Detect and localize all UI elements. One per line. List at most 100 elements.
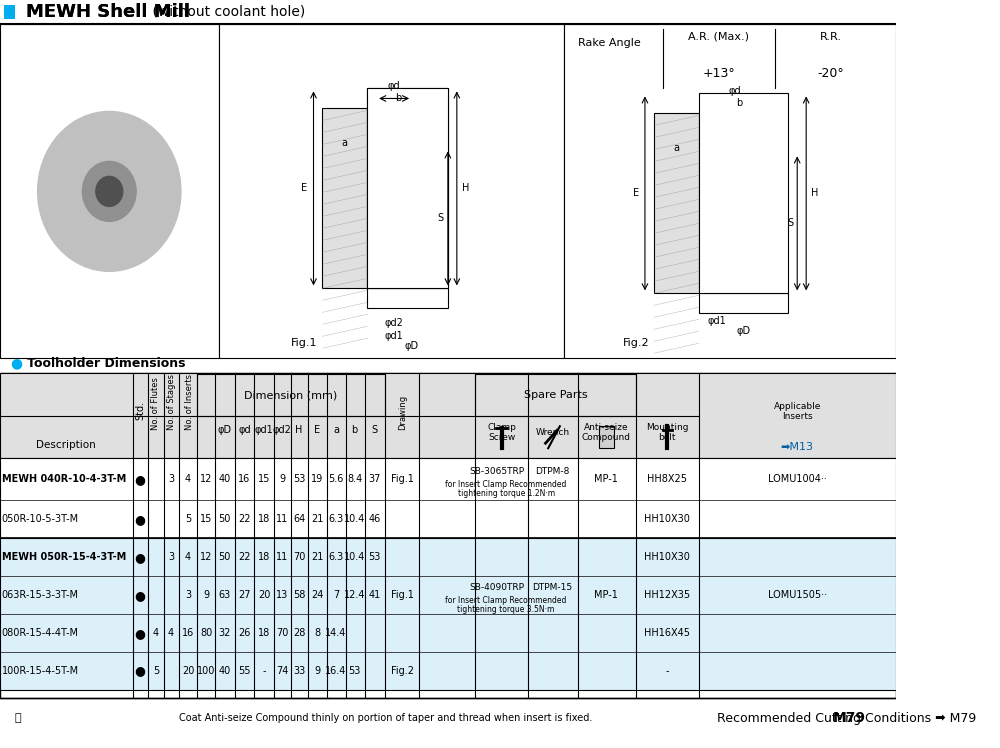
Text: No. of Flutes: No. of Flutes bbox=[151, 377, 160, 430]
Text: Fig.1: Fig.1 bbox=[391, 474, 414, 484]
Text: Toolholder Dimensions: Toolholder Dimensions bbox=[27, 357, 185, 370]
Text: DTPM-8: DTPM-8 bbox=[535, 467, 570, 476]
Text: M79: M79 bbox=[833, 711, 866, 725]
Text: 18: 18 bbox=[258, 628, 270, 638]
Text: a: a bbox=[333, 425, 339, 435]
Text: +13°: +13° bbox=[702, 67, 735, 80]
Text: H: H bbox=[295, 425, 303, 435]
Text: 53: 53 bbox=[293, 474, 305, 484]
Text: φd1: φd1 bbox=[707, 316, 726, 326]
Text: 14.4: 14.4 bbox=[325, 628, 347, 638]
Text: 6.3: 6.3 bbox=[328, 514, 344, 524]
Text: Wrench: Wrench bbox=[536, 428, 570, 437]
Text: 5: 5 bbox=[185, 514, 191, 524]
Text: No. of Stages: No. of Stages bbox=[167, 374, 176, 430]
Text: 24: 24 bbox=[311, 590, 323, 600]
Bar bbox=[367, 88, 448, 288]
Text: b: b bbox=[736, 99, 742, 108]
Text: b: b bbox=[352, 425, 358, 435]
Text: 12: 12 bbox=[200, 552, 212, 562]
Text: 53: 53 bbox=[349, 666, 361, 676]
Text: HH8X25: HH8X25 bbox=[647, 474, 687, 484]
Text: 15: 15 bbox=[200, 514, 212, 524]
Text: HH16X45: HH16X45 bbox=[644, 628, 690, 638]
Text: 16: 16 bbox=[238, 474, 251, 484]
Text: HH12X35: HH12X35 bbox=[644, 590, 690, 600]
Bar bbox=[197, 374, 385, 416]
Text: Clamp
Screw: Clamp Screw bbox=[487, 423, 516, 442]
Text: Fig.2: Fig.2 bbox=[623, 338, 649, 349]
Text: Spare Parts: Spare Parts bbox=[524, 390, 587, 400]
Text: ➡M13: ➡M13 bbox=[781, 442, 814, 453]
Text: 080R-15-4-4T-M: 080R-15-4-4T-M bbox=[2, 628, 79, 638]
Text: 11: 11 bbox=[276, 514, 288, 524]
Text: φd1: φd1 bbox=[255, 425, 274, 435]
Text: 40: 40 bbox=[219, 666, 231, 676]
Text: No. of Inserts: No. of Inserts bbox=[185, 374, 194, 430]
Text: 7: 7 bbox=[333, 590, 339, 600]
Text: 063R-15-3-3T-M: 063R-15-3-3T-M bbox=[2, 590, 79, 600]
Text: 18: 18 bbox=[258, 552, 270, 562]
Text: 6.3: 6.3 bbox=[328, 552, 344, 562]
Bar bbox=[0, 459, 896, 538]
Text: (without coolant hole): (without coolant hole) bbox=[148, 4, 305, 19]
Bar bbox=[475, 374, 636, 416]
Text: tightening torque 1.2N·m: tightening torque 1.2N·m bbox=[458, 488, 555, 497]
Bar bbox=[0, 23, 219, 358]
Text: 70: 70 bbox=[276, 628, 288, 638]
Text: 4: 4 bbox=[153, 628, 159, 638]
Text: S: S bbox=[371, 425, 377, 435]
Text: 18: 18 bbox=[258, 514, 270, 524]
Text: 19: 19 bbox=[311, 474, 323, 484]
Bar bbox=[0, 373, 896, 459]
Text: ●: ● bbox=[134, 551, 145, 564]
Text: 12: 12 bbox=[200, 474, 212, 484]
Text: 64: 64 bbox=[293, 514, 305, 524]
Text: Fig.2: Fig.2 bbox=[391, 666, 414, 676]
Text: 12.4: 12.4 bbox=[344, 590, 365, 600]
Bar bbox=[367, 88, 448, 288]
Text: 63: 63 bbox=[219, 590, 231, 600]
Text: 32: 32 bbox=[219, 628, 231, 638]
Text: -20°: -20° bbox=[817, 67, 844, 80]
Text: Rake Angle: Rake Angle bbox=[578, 38, 640, 49]
Text: 37: 37 bbox=[368, 474, 381, 484]
Text: 46: 46 bbox=[368, 514, 381, 524]
Text: 53: 53 bbox=[368, 552, 381, 562]
Text: LOMU1505··: LOMU1505·· bbox=[768, 590, 827, 600]
Text: DTPM-15: DTPM-15 bbox=[533, 583, 573, 592]
Text: LOMU1004··: LOMU1004·· bbox=[768, 474, 827, 484]
Text: 21: 21 bbox=[311, 514, 323, 524]
Text: ●: ● bbox=[134, 627, 145, 640]
Text: 28: 28 bbox=[293, 628, 305, 638]
Text: 22: 22 bbox=[238, 514, 251, 524]
Text: MEWH Shell Mill: MEWH Shell Mill bbox=[26, 2, 190, 20]
Text: SB-4090TRP: SB-4090TRP bbox=[470, 583, 525, 592]
Text: Recommended Cutting Conditions ➡ M79: Recommended Cutting Conditions ➡ M79 bbox=[717, 711, 976, 725]
Text: ●: ● bbox=[134, 512, 145, 526]
Text: Description: Description bbox=[36, 441, 96, 450]
Text: 4: 4 bbox=[185, 552, 191, 562]
Text: 8: 8 bbox=[314, 628, 320, 638]
Text: 100R-15-4-5T-M: 100R-15-4-5T-M bbox=[2, 666, 79, 676]
Text: 4: 4 bbox=[185, 474, 191, 484]
Text: Fig.1: Fig.1 bbox=[291, 338, 318, 349]
Text: 13: 13 bbox=[276, 590, 288, 600]
Text: Mounting
bolt: Mounting bolt bbox=[646, 423, 689, 442]
Text: for Insert Clamp Recommended: for Insert Clamp Recommended bbox=[445, 479, 567, 488]
Text: 58: 58 bbox=[293, 590, 305, 600]
Text: H: H bbox=[462, 183, 469, 194]
Text: 16: 16 bbox=[182, 628, 194, 638]
Circle shape bbox=[96, 177, 123, 206]
Text: b: b bbox=[395, 94, 402, 103]
Text: 5: 5 bbox=[153, 666, 159, 676]
Text: φd: φd bbox=[238, 425, 251, 435]
Text: for Insert Clamp Recommended: for Insert Clamp Recommended bbox=[445, 595, 567, 604]
Text: Fig.1: Fig.1 bbox=[391, 590, 414, 600]
Text: 11: 11 bbox=[276, 552, 288, 562]
Text: φd: φd bbox=[388, 82, 400, 91]
Text: 9: 9 bbox=[314, 666, 320, 676]
Text: 70: 70 bbox=[293, 552, 305, 562]
Text: 3: 3 bbox=[168, 474, 174, 484]
Bar bbox=[367, 288, 448, 308]
